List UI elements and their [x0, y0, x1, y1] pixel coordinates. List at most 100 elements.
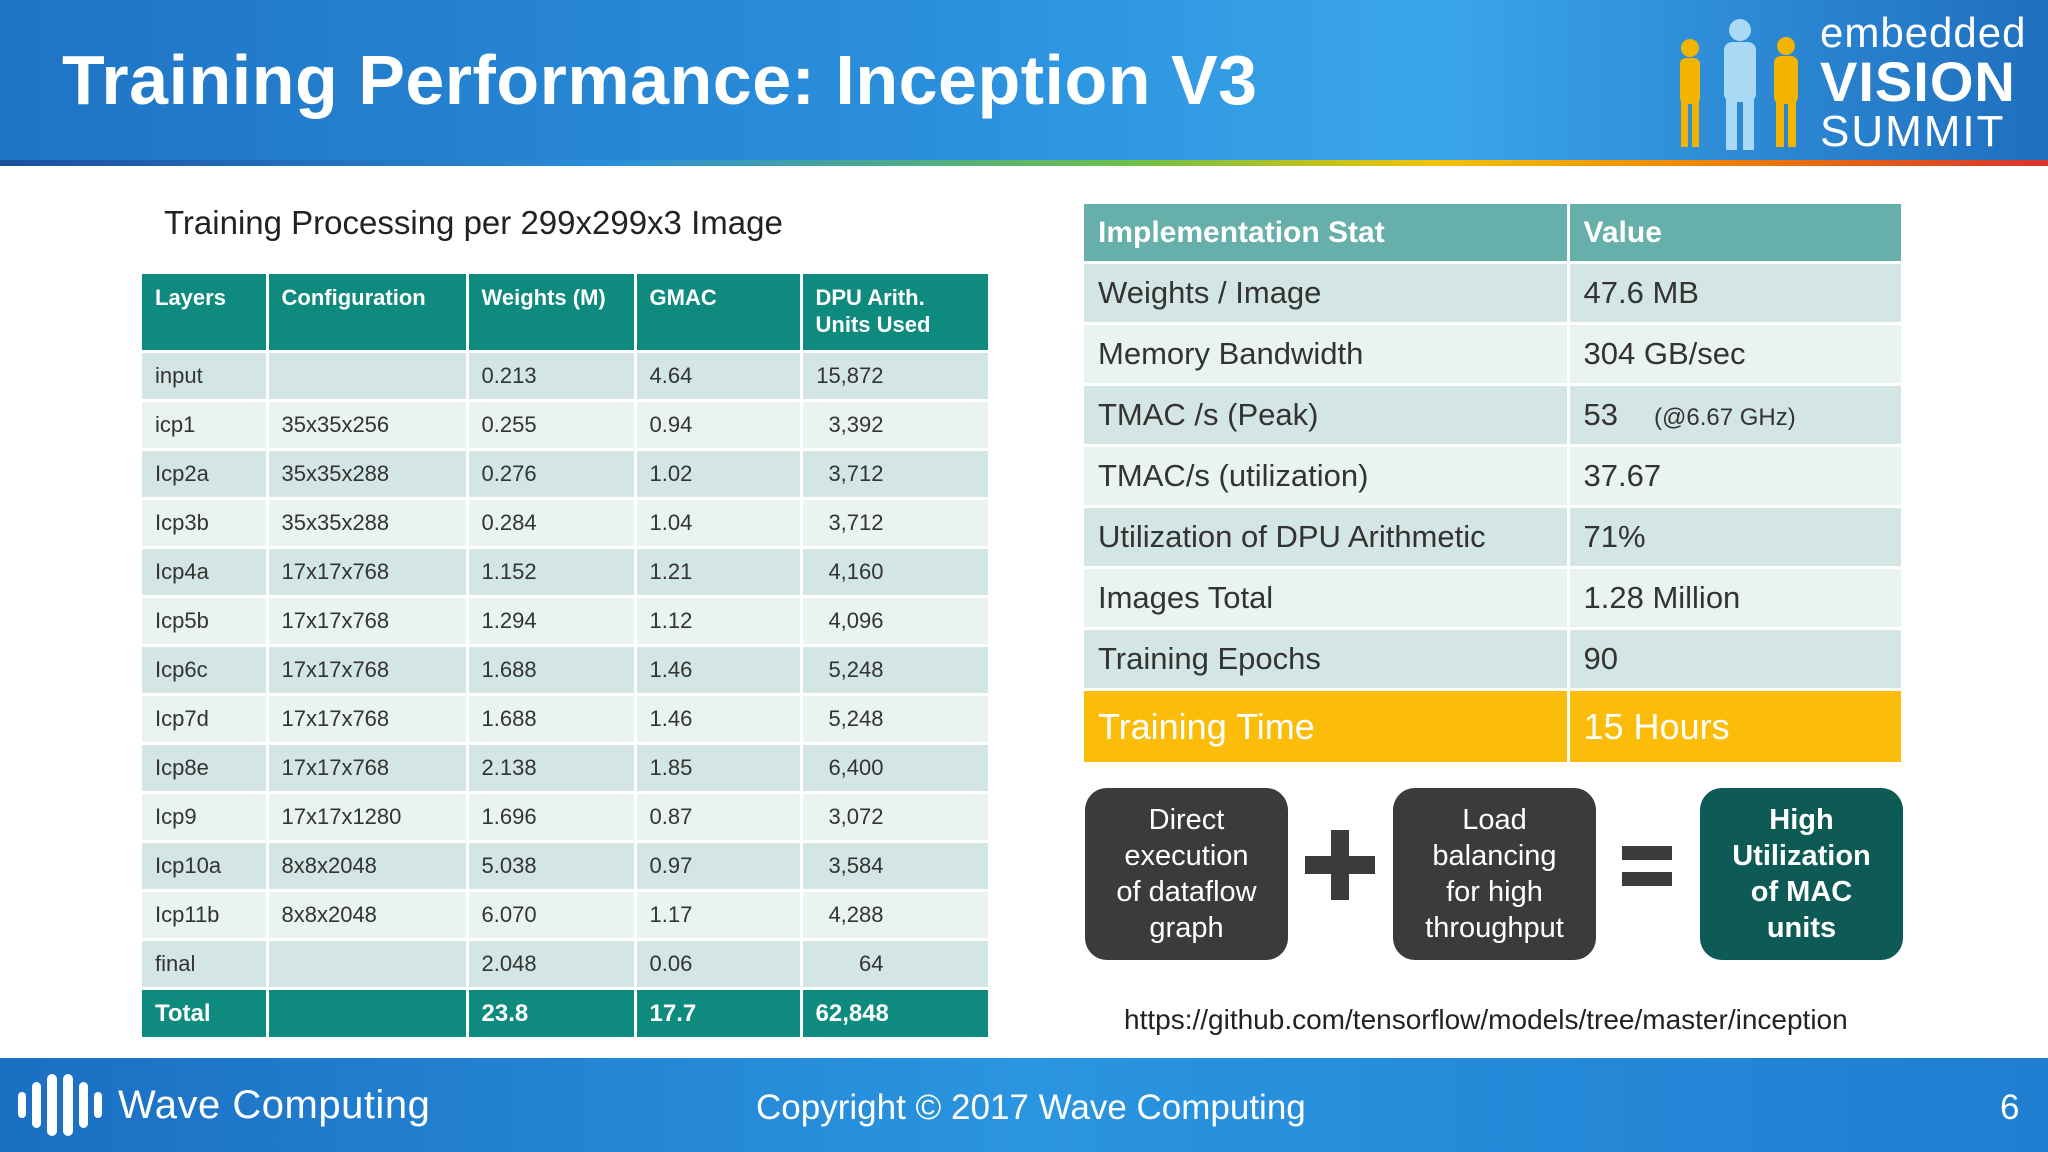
- cell-dpu-units: 3,584: [801, 841, 991, 892]
- source-url[interactable]: https://github.com/tensorflow/models/tre…: [1124, 1004, 1848, 1035]
- table-caption: Training Processing per 299x299x3 Image: [164, 204, 783, 241]
- stat-value: 304 GB/sec: [1583, 336, 1746, 371]
- stats-row: Images Total 1.28 Million: [1084, 567, 1904, 630]
- cell-dpu-units: 3,392: [801, 400, 991, 451]
- page-title: Training Performance: Inception V3: [62, 41, 1258, 119]
- logo-line-3: SUMMIT: [1820, 107, 2006, 156]
- cell-weights: 1.696: [467, 792, 637, 843]
- cell-layer: Icp6c: [142, 645, 269, 696]
- cell-weights: 5.038: [467, 841, 637, 892]
- cell-weights: 0.276: [467, 449, 637, 500]
- cell-weights: 6.070: [467, 890, 637, 941]
- footer-bar: [0, 1058, 2048, 1152]
- cell-configuration: 17x17x768: [267, 694, 469, 745]
- col-header-weights: Weights (M): [467, 274, 637, 353]
- cell-gmac: 0.97: [635, 841, 803, 892]
- stat-name: Memory Bandwidth: [1084, 323, 1570, 386]
- table-row: Icp9 17x17x1280 1.696 0.87 3,072: [142, 792, 991, 843]
- stat-value-cell: 1.28 Million: [1568, 567, 1904, 630]
- stat-name: TMAC /s (Peak): [1084, 384, 1570, 447]
- stats-row: Utilization of DPU Arithmetic 71%: [1084, 506, 1904, 569]
- high-utilization-label: High Utilization of MAC units: [1732, 804, 1871, 944]
- col-header-configuration: Configuration: [267, 274, 469, 353]
- cell-gmac: 1.04: [635, 498, 803, 549]
- table-row: Icp5b 17x17x768 1.294 1.12 4,096: [142, 596, 991, 647]
- cell-gmac: 1.46: [635, 645, 803, 696]
- summit-logo: embedded VISION SUMMIT: [1820, 12, 2027, 154]
- cell-dpu-units: 4,096: [801, 596, 991, 647]
- cell-weights: 0.284: [467, 498, 637, 549]
- cell-configuration: 8x8x2048: [267, 841, 469, 892]
- training-time-row: Training Time 15 Hours: [1084, 689, 1904, 765]
- stat-note: (@6.67 GHz): [1653, 404, 1796, 431]
- cell-dpu-units: 3,072: [801, 792, 991, 843]
- plus-icon: [1305, 830, 1375, 900]
- cell-configuration: 17x17x768: [267, 743, 469, 794]
- table-row: Icp10a 8x8x2048 5.038 0.97 3,584: [142, 841, 991, 892]
- table-row: Icp4a 17x17x768 1.152 1.21 4,160: [142, 547, 991, 598]
- cell-gmac: 1.02: [635, 449, 803, 500]
- col-header-stat: Implementation Stat: [1084, 204, 1570, 264]
- cell-gmac: 1.12: [635, 596, 803, 647]
- load-balancing-box: Load balancing for high throughput: [1393, 788, 1596, 960]
- cell-dpu-units: 3,712: [801, 449, 991, 500]
- direct-execution-label: Direct execution of dataflow graph: [1116, 804, 1257, 944]
- cell-configuration: 35x35x288: [267, 449, 469, 500]
- cell-weights: 0.213: [467, 351, 637, 402]
- stats-row: Weights / Image 47.6 MB: [1084, 262, 1904, 325]
- cell-layer: Icp5b: [142, 596, 269, 647]
- cell-gmac: 0.94: [635, 400, 803, 451]
- logo-line-1: embedded: [1820, 9, 2027, 56]
- cell-layer: Icp7d: [142, 694, 269, 745]
- stat-value: 1.28 Million: [1583, 580, 1741, 615]
- training-time-label: Training Time: [1084, 689, 1570, 765]
- cell-configuration: 17x17x768: [267, 547, 469, 598]
- cell-dpu-units: 6,400: [801, 743, 991, 794]
- total-configuration: [267, 988, 469, 1040]
- footer-copyright: Copyright © 2017 Wave Computing: [756, 1088, 1306, 1127]
- cell-weights: 2.138: [467, 743, 637, 794]
- cell-layer: Icp3b: [142, 498, 269, 549]
- stat-name: Images Total: [1084, 567, 1570, 630]
- logo-line-2: VISION: [1820, 50, 2016, 113]
- cell-layer: Icp11b: [142, 890, 269, 941]
- stats-row: TMAC /s (Peak) 53 (@6.67 GHz): [1084, 384, 1904, 447]
- cell-weights: 0.255: [467, 400, 637, 451]
- cell-weights: 1.688: [467, 645, 637, 696]
- header-divider: [0, 160, 2048, 166]
- stat-value-cell: 53 (@6.67 GHz): [1568, 384, 1904, 447]
- stat-name: Utilization of DPU Arithmetic: [1084, 506, 1570, 569]
- table-row: Icp3b 35x35x288 0.284 1.04 3,712: [142, 498, 991, 549]
- stats-table-header: Implementation Stat Value: [1084, 204, 1904, 264]
- cell-layer: final: [142, 939, 269, 990]
- cell-gmac: 0.87: [635, 792, 803, 843]
- page-number: 6: [2000, 1088, 2020, 1127]
- col-header-value: Value: [1568, 204, 1904, 264]
- cell-dpu-units: 15,872: [801, 351, 991, 402]
- stat-value-cell: 37.67: [1568, 445, 1904, 508]
- table-row: Icp2a 35x35x288 0.276 1.02 3,712: [142, 449, 991, 500]
- layers-table-header: Layers Configuration Weights (M) GMAC DP…: [142, 274, 991, 353]
- total-dpu-units: 62,848: [801, 988, 991, 1040]
- cell-gmac: 1.21: [635, 547, 803, 598]
- stat-name: Weights / Image: [1084, 262, 1570, 325]
- cell-layer: Icp9: [142, 792, 269, 843]
- cell-dpu-units: 4,160: [801, 547, 991, 598]
- cell-layer: Icp10a: [142, 841, 269, 892]
- total-gmac: 17.7: [635, 988, 803, 1040]
- cell-gmac: 1.85: [635, 743, 803, 794]
- stats-row: Memory Bandwidth 304 GB/sec: [1084, 323, 1904, 386]
- layers-table: Layers Configuration Weights (M) GMAC DP…: [142, 274, 991, 1040]
- cell-dpu-units: 3,712: [801, 498, 991, 549]
- load-balancing-label: Load balancing for high throughput: [1425, 804, 1564, 944]
- table-row: Icp6c 17x17x768 1.688 1.46 5,248: [142, 645, 991, 696]
- cell-layer: Icp2a: [142, 449, 269, 500]
- stat-name: TMAC/s (utilization): [1084, 445, 1570, 508]
- stat-value-cell: 71%: [1568, 506, 1904, 569]
- cell-configuration: [267, 351, 469, 402]
- table-row: Icp7d 17x17x768 1.688 1.46 5,248: [142, 694, 991, 745]
- header-bar: [0, 0, 2048, 160]
- cell-dpu-units: 4,288: [801, 890, 991, 941]
- cell-configuration: [267, 939, 469, 990]
- cell-dpu-units: 5,248: [801, 694, 991, 745]
